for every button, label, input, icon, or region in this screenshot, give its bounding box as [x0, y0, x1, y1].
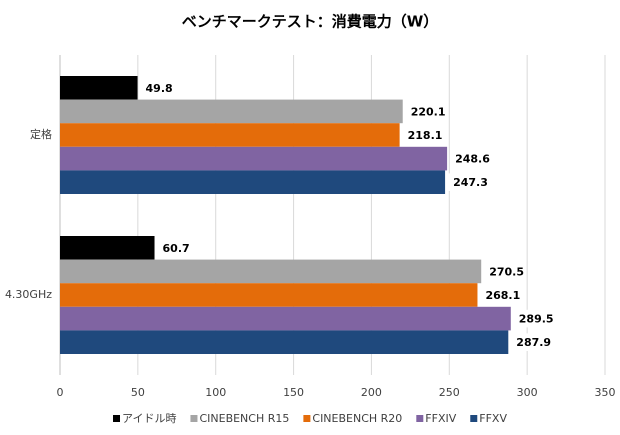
value-label-bg [157, 239, 196, 257]
legend: アイドル時 CINEBENCH R15 CINEBENCH R20 FFXIV FFXV [113, 412, 507, 425]
value-label: 248.6 [455, 153, 490, 166]
value-label-bg [140, 79, 179, 97]
value-label: 289.5 [519, 313, 554, 326]
value-label: 218.1 [408, 129, 443, 142]
x-tick-label: 150 [283, 386, 304, 399]
value-label-bg [402, 126, 441, 144]
value-label: 220.1 [411, 105, 446, 118]
x-tick-label: 0 [57, 386, 64, 399]
bar [60, 306, 511, 331]
value-label: 270.5 [489, 265, 524, 278]
value-label: 268.1 [485, 289, 520, 302]
bar [60, 259, 482, 284]
bar [60, 123, 400, 147]
legend-swatch [470, 415, 478, 422]
value-label-bg [480, 286, 519, 304]
value-label-bg [484, 262, 523, 281]
bar [60, 170, 446, 194]
legend-label: FFXV [479, 412, 507, 425]
x-tick-label: 350 [595, 386, 616, 399]
legend-label: アイドル時 [122, 412, 176, 425]
legend-swatch [416, 415, 424, 422]
legend-label: FFXIV [425, 412, 456, 425]
value-label: 247.3 [453, 176, 488, 189]
bar [60, 99, 403, 124]
value-label-bg [513, 309, 552, 328]
value-label-bg [448, 173, 487, 191]
legend-label: CINEBENCH R15 [199, 412, 289, 425]
bar [60, 76, 138, 100]
legend-swatch [303, 415, 311, 422]
legend-label: CINEBENCH R20 [312, 412, 402, 425]
y-tick-label: 4.30GHz [5, 288, 52, 301]
value-label: 60.7 [163, 242, 190, 255]
value-label: 49.8 [146, 82, 173, 95]
chart-title: ベンチマークテスト：消費電力（W） [182, 13, 439, 31]
value-label-bg [405, 102, 444, 121]
y-tick-label: 定格 [30, 127, 52, 141]
bar [60, 330, 509, 354]
bar [60, 146, 448, 171]
value-label-bg [450, 149, 489, 168]
value-label-bg [511, 333, 550, 351]
x-tick-label: 200 [361, 386, 382, 399]
x-tick-label: 50 [131, 386, 145, 399]
value-label: 287.9 [516, 336, 551, 349]
x-tick-label: 300 [517, 386, 538, 399]
x-tick-label: 100 [205, 386, 226, 399]
legend-swatch [113, 415, 121, 422]
bar [60, 283, 478, 307]
x-tick-label: 250 [439, 386, 460, 399]
bar [60, 236, 155, 260]
legend-swatch [190, 415, 198, 422]
